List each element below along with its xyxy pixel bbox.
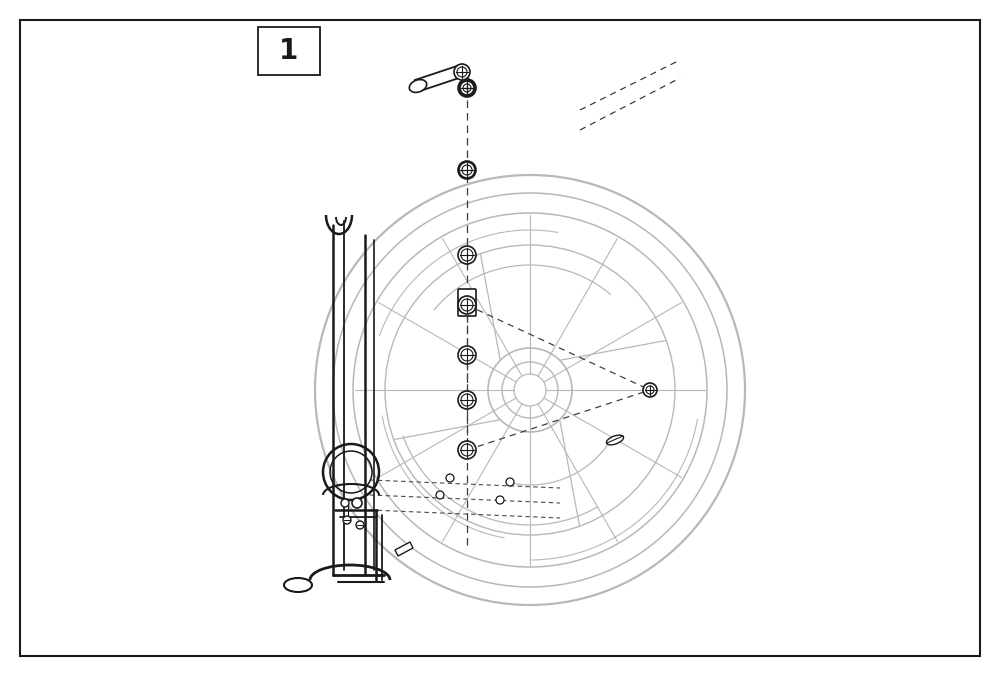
Circle shape <box>436 491 444 499</box>
Ellipse shape <box>606 435 624 445</box>
Circle shape <box>352 498 362 508</box>
Circle shape <box>457 67 467 77</box>
Circle shape <box>454 64 470 80</box>
Circle shape <box>458 246 476 264</box>
Circle shape <box>461 82 473 94</box>
Circle shape <box>459 162 475 178</box>
Bar <box>258 27 320 75</box>
Circle shape <box>458 441 476 459</box>
Ellipse shape <box>284 578 312 592</box>
Polygon shape <box>395 542 413 556</box>
Circle shape <box>460 81 474 95</box>
Ellipse shape <box>409 80 427 93</box>
FancyBboxPatch shape <box>458 289 476 316</box>
Circle shape <box>643 383 657 397</box>
Text: 1: 1 <box>279 37 299 65</box>
Polygon shape <box>415 65 465 91</box>
Circle shape <box>462 165 472 175</box>
Circle shape <box>458 79 476 97</box>
Circle shape <box>463 84 471 92</box>
Circle shape <box>458 296 476 314</box>
Circle shape <box>446 474 454 482</box>
Circle shape <box>461 164 473 176</box>
Circle shape <box>458 346 476 364</box>
Circle shape <box>458 161 476 179</box>
Circle shape <box>461 394 473 406</box>
Circle shape <box>341 499 349 507</box>
Circle shape <box>506 478 514 486</box>
Circle shape <box>343 516 351 524</box>
Circle shape <box>461 299 473 311</box>
Circle shape <box>459 80 475 96</box>
Circle shape <box>461 249 473 261</box>
Circle shape <box>461 349 473 361</box>
Circle shape <box>461 444 473 456</box>
Circle shape <box>496 496 504 504</box>
Circle shape <box>458 391 476 409</box>
Circle shape <box>646 386 654 394</box>
Circle shape <box>356 521 364 529</box>
Circle shape <box>462 83 472 93</box>
